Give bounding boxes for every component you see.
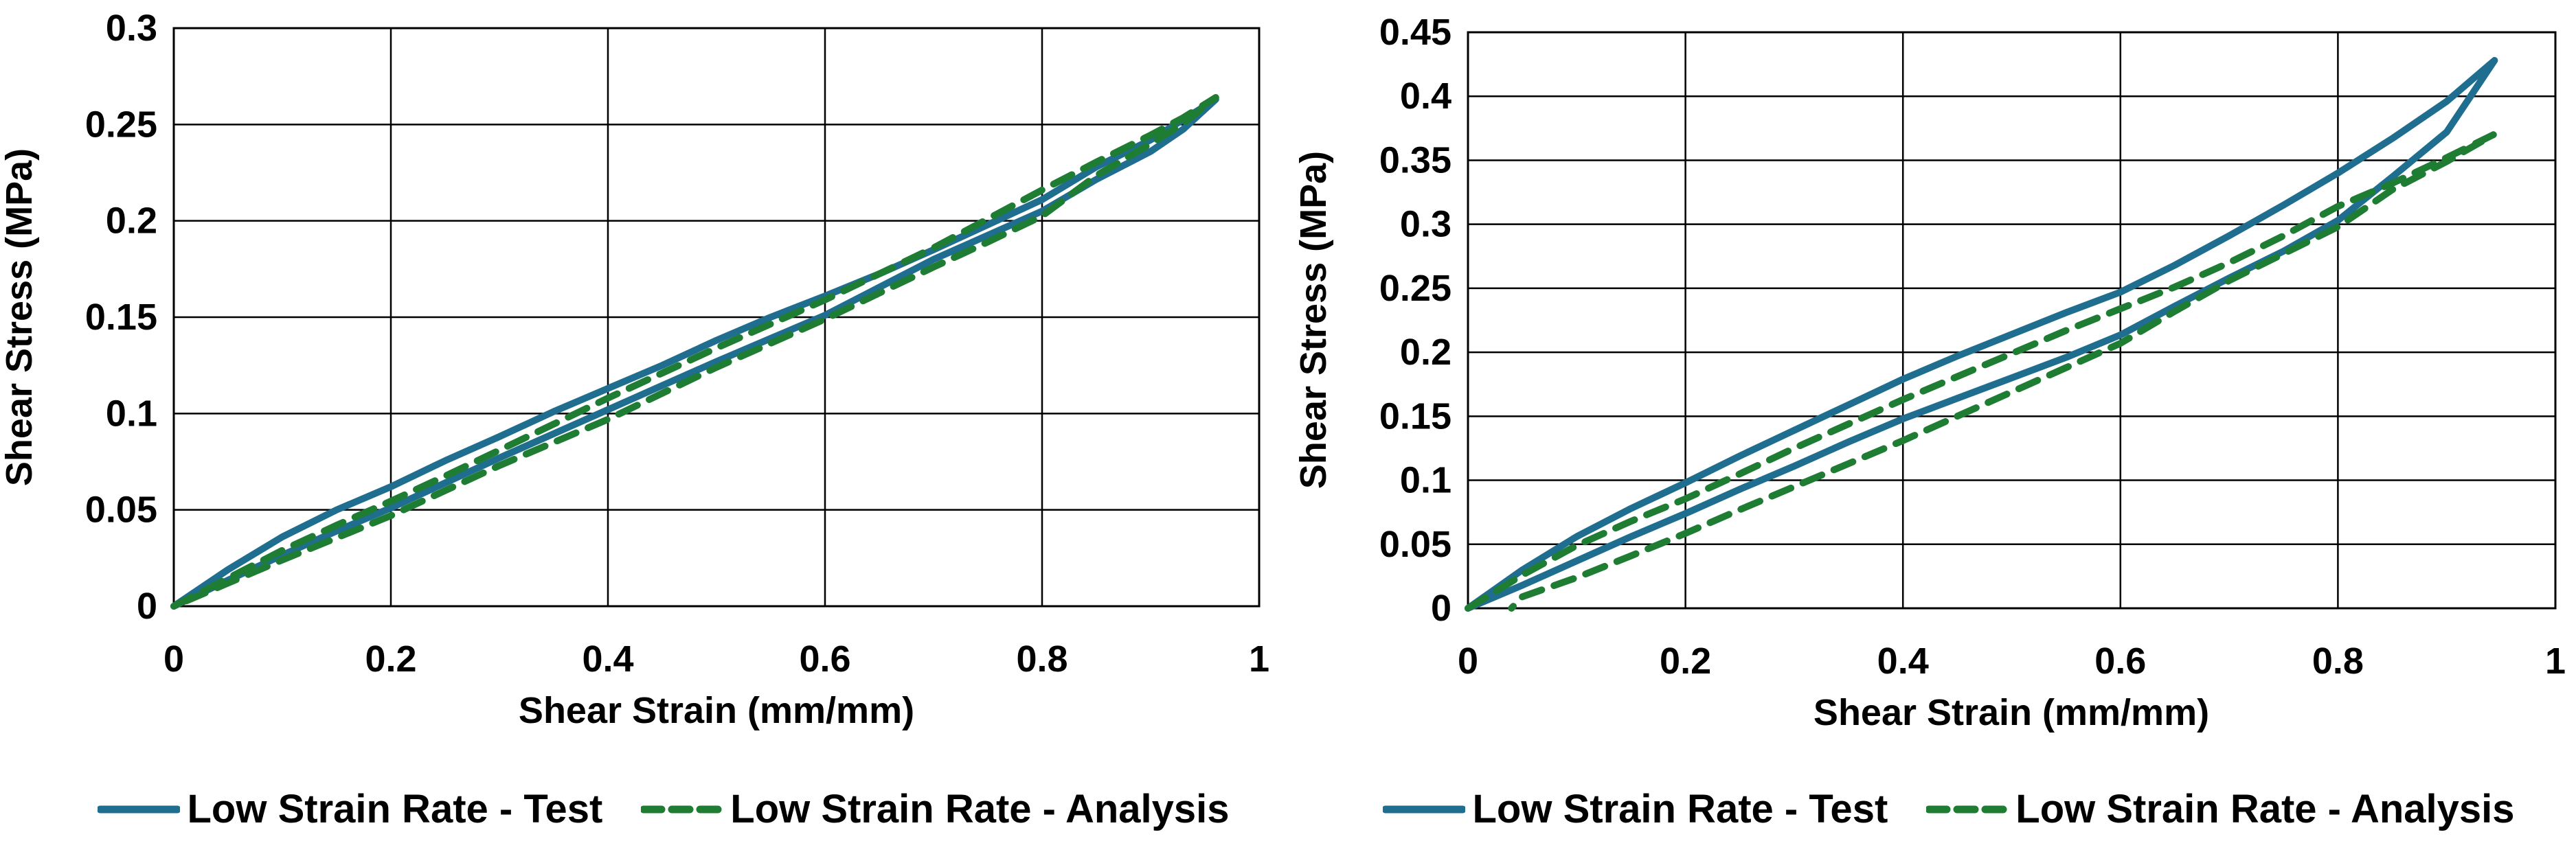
charts-svg: 0 0.2 0.4 0.6 0.8 1 0 0.05 0.1 0.15 0.2 0.25 0.3 0 0.…: [0, 8, 2566, 733]
y-tick-label: 0.35: [1379, 139, 1451, 181]
series-analysis-line: [1465, 131, 2497, 612]
x-axis-title: Shear Strain (mm/mm): [519, 690, 914, 731]
series-test-line: [1465, 57, 2498, 612]
y-tick-label: 0.1: [1400, 460, 1451, 501]
solid-line-swatch-icon: [98, 805, 181, 814]
left-chart: 0 0.2 0.4 0.6 0.8 1 0 0.05 0.1 0.15 0.2 0.25 0.3: [85, 8, 1269, 680]
dashed-line-swatch-icon: [641, 805, 724, 814]
y-tick-label: 0.25: [85, 104, 157, 145]
y-tick-label: 0.2: [1400, 332, 1451, 373]
x-axis-title: Shear Strain (mm/mm): [1814, 692, 2209, 733]
x-tick-label: 0.6: [799, 638, 850, 680]
y-axis-title: Shear Stress (MPa): [1293, 151, 1334, 489]
legend-item-analysis: Low Strain Rate - Analysis: [641, 787, 1230, 831]
x-tick-label: 0: [163, 638, 184, 680]
plot-border: [172, 27, 1261, 608]
legend-item-analysis: Low Strain Rate - Analysis: [1926, 787, 2515, 831]
x-tick-label: 0.2: [1660, 641, 1711, 682]
y-tick-label: 0.15: [85, 297, 157, 338]
y-tick-label: 0.15: [1379, 395, 1451, 437]
x-tick-label: 1: [1249, 638, 1269, 680]
x-tick-label: 0.6: [2094, 641, 2146, 682]
x-tick-label: 0.8: [1016, 638, 1067, 680]
solid-line-swatch-icon: [1383, 805, 1466, 814]
x-tick-label: 0.4: [582, 638, 633, 680]
y-tick-label: 0: [1431, 588, 1451, 629]
legend-item-test: Low Strain Rate - Test: [98, 789, 602, 830]
plot-border: [1467, 31, 2557, 610]
legend-label: Low Strain Rate - Analysis: [2015, 787, 2515, 831]
y-tick-label: 0.45: [1379, 12, 1451, 53]
x-tick-label: 0.2: [365, 638, 416, 680]
y-axis-title: Shear Stress (MPa): [0, 148, 40, 486]
legend-label: Low Strain Rate - Test: [1472, 787, 1888, 831]
y-tick-label: 0.3: [106, 8, 157, 49]
y-tick-label: 0.4: [1400, 76, 1451, 117]
x-tick-label: 0.4: [1877, 641, 1929, 682]
dashed-line-swatch-icon: [1926, 805, 2009, 814]
legend-label: Low Strain Rate - Test: [187, 787, 603, 831]
gridlines: [172, 27, 1261, 608]
y-tick-label: 0.05: [1379, 524, 1451, 565]
right-chart-legend: Low Strain Rate - Test Low Strain Rate - …: [1344, 778, 2554, 841]
y-tick-label: 0.25: [1379, 268, 1451, 309]
y-tick-label: 0.1: [106, 393, 157, 434]
y-tick-label: 0: [137, 586, 157, 627]
series-analysis-line: [170, 94, 1219, 610]
x-tick-label: 1: [2545, 641, 2566, 682]
legend-item-test: Low Strain Rate - Test: [1383, 789, 1888, 830]
y-tick-label: 0.2: [106, 200, 157, 242]
y-tick-label: 0.3: [1400, 204, 1451, 245]
right-chart: 0 0.2 0.4 0.6 0.8 1 0 0.05 0.1 0.15 0.2 0.25 0.3 0.35…: [1379, 12, 2566, 682]
x-tick-label: 0: [1458, 641, 1478, 682]
legend-label: Low Strain Rate - Analysis: [730, 787, 1230, 831]
x-tick-label: 0.8: [2312, 641, 2364, 682]
left-chart-legend: Low Strain Rate - Test Low Strain Rate - …: [58, 778, 1269, 841]
y-tick-label: 0.05: [85, 489, 157, 531]
